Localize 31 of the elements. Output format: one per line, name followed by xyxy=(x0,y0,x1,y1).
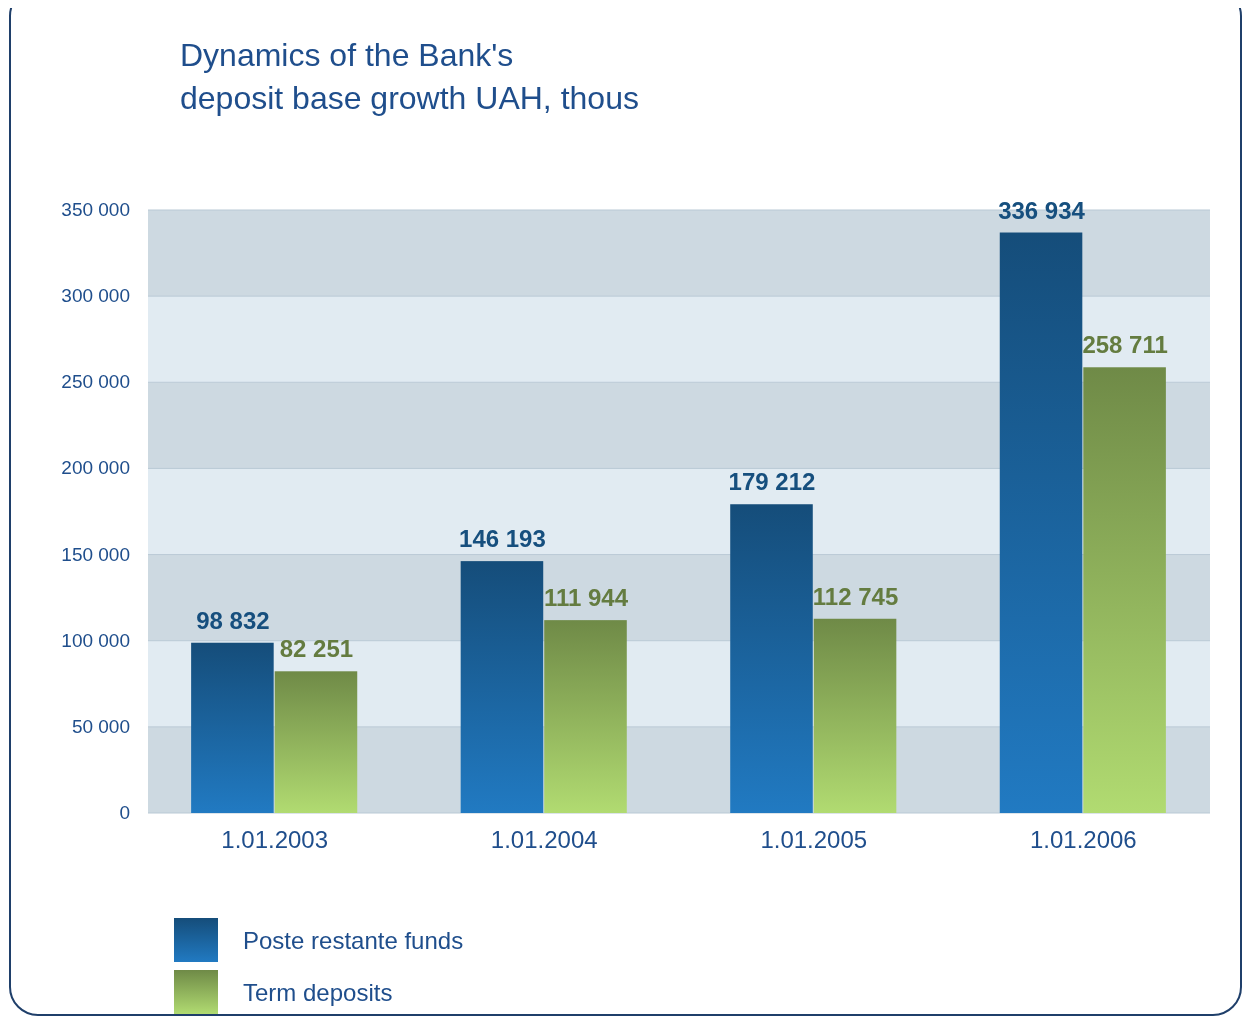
bar xyxy=(191,642,274,813)
bar xyxy=(274,671,358,813)
bar xyxy=(460,561,544,813)
y-tick-label: 150 000 xyxy=(61,543,130,565)
y-tick-label: 100 000 xyxy=(61,629,130,651)
data-label: 179 212 xyxy=(728,468,816,496)
y-tick-label: 250 000 xyxy=(61,371,130,393)
y-tick-label: 300 000 xyxy=(61,285,130,307)
x-tick-label: 1.01.2006 xyxy=(1029,826,1137,853)
bar xyxy=(730,504,813,813)
data-label: 258 711 xyxy=(1082,331,1168,359)
y-tick-label: 350 000 xyxy=(61,199,130,220)
x-tick-label: 1.01.2004 xyxy=(490,826,598,853)
bar xyxy=(1083,367,1166,813)
chart-title: Dynamics of the Bank's deposit base growth UAH, thous xyxy=(180,37,639,116)
data-label: 98 832 xyxy=(196,606,270,634)
legend-label: Term deposits xyxy=(243,979,393,1006)
data-label: 146 193 xyxy=(459,525,546,553)
legend-label: Poste restante funds xyxy=(243,927,464,954)
y-tick-label: 0 xyxy=(119,802,130,823)
data-label: 82 251 xyxy=(279,635,354,663)
bar xyxy=(813,618,897,813)
data-label: 336 934 xyxy=(998,196,1086,224)
x-tick-label: 1.01.2005 xyxy=(760,826,868,853)
bar xyxy=(544,620,627,813)
y-tick-label: 200 000 xyxy=(61,457,130,479)
data-label: 112 745 xyxy=(812,582,899,610)
y-tick-label: 50 000 xyxy=(71,715,130,737)
data-label: 111 944 xyxy=(543,584,629,612)
x-tick-label: 1.01.2003 xyxy=(221,826,329,853)
bar xyxy=(999,232,1083,813)
